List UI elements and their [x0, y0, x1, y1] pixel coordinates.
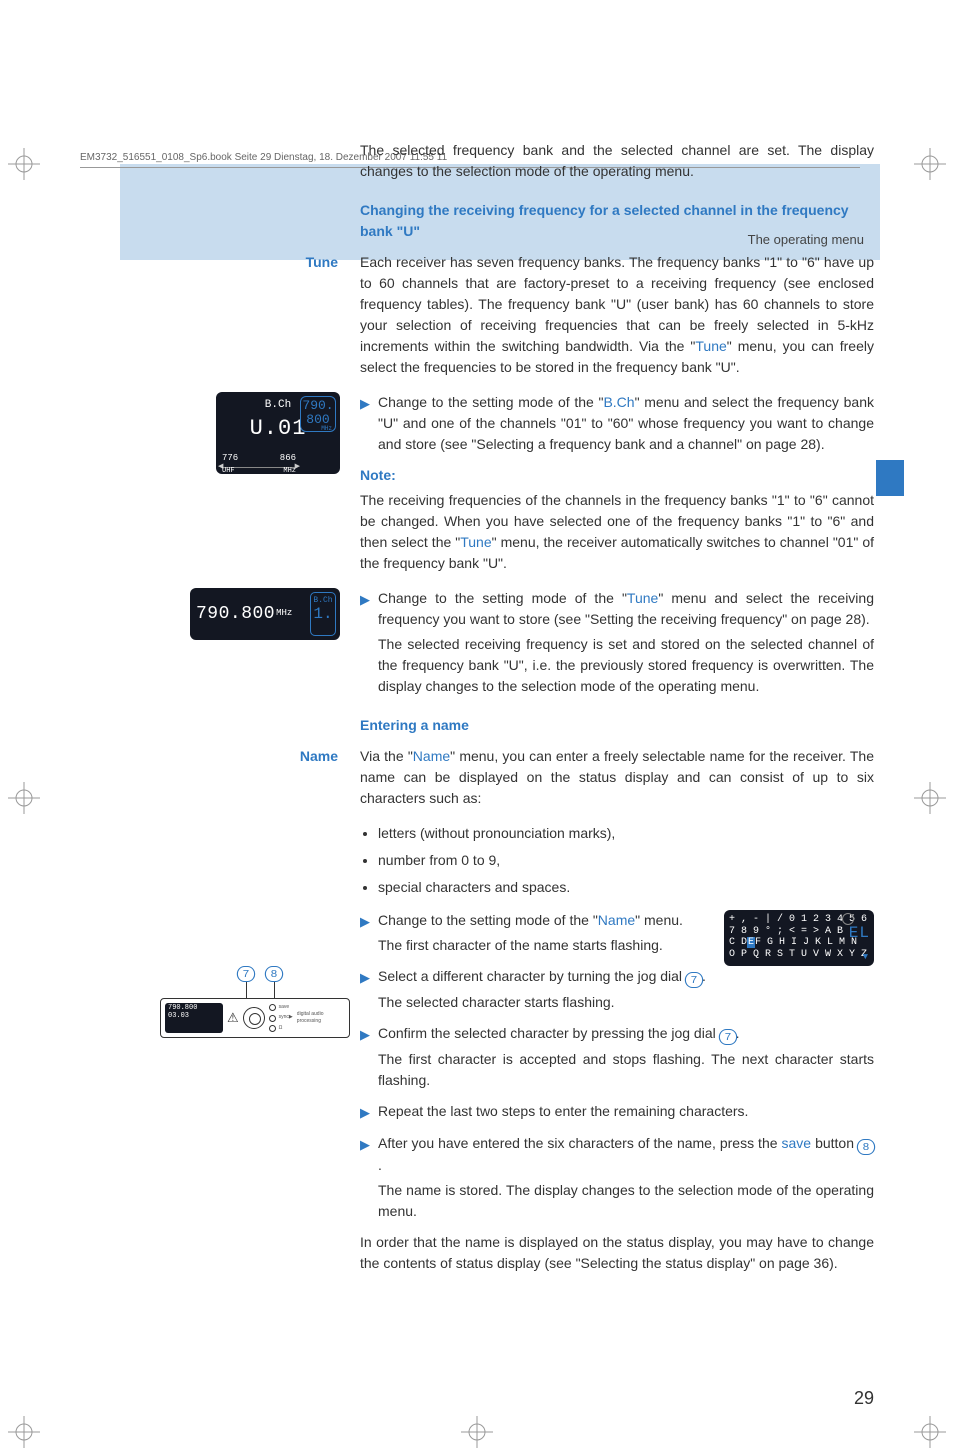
margin-label-name: Name: [50, 746, 350, 767]
step-name-mode: ▶ Change to the setting mode of the "Nam…: [360, 910, 716, 956]
name-para: Via the "Name" menu, you can enter a fre…: [360, 746, 874, 809]
step-confirm-char: ▶ Confirm the selected character by pres…: [360, 1023, 874, 1091]
note-body: The receiving frequencies of the channel…: [360, 490, 874, 574]
heading-changing: Changing the receiving frequency for a s…: [360, 200, 874, 242]
step-arrow-icon: ▶: [360, 968, 370, 1013]
tune-link: Tune: [695, 338, 726, 354]
content-grid: The selected frequency bank and the sele…: [50, 140, 904, 1288]
crop-mark-icon: [6, 780, 42, 816]
page-number: 29: [854, 1385, 874, 1412]
crop-mark-icon: [6, 1414, 42, 1450]
crop-mark-icon: [912, 780, 948, 816]
device-figure: 7 8 790.800 03.03 ⚠ save sync▶ Ω digi: [160, 966, 350, 1046]
tune-para: Each receiver has seven frequency banks.…: [360, 252, 874, 378]
step-save: ▶ After you have entered the six charact…: [360, 1133, 874, 1222]
heading-name: Entering a name: [360, 715, 874, 736]
callout-8: 8: [265, 966, 283, 982]
margin-label-tune: Tune: [50, 252, 350, 273]
page: EM3732_516551_0108_Sp6.book Seite 29 Die…: [0, 140, 954, 1456]
crop-mark-icon: [912, 146, 948, 182]
name-char-grid-figure: + , - | / 0 1 2 3 4 5 6 7 8 9 ° ; < = > …: [724, 910, 874, 966]
down-triangle-icon: ▼: [863, 952, 868, 962]
crop-mark-icon: [6, 146, 42, 182]
step-bch: ▶ Change to the setting mode of the "B.C…: [360, 392, 874, 455]
step-arrow-icon: ▶: [360, 590, 370, 697]
step-arrow-icon: ▶: [360, 912, 370, 956]
char-list: letters (without pronounciation marks), …: [378, 823, 874, 898]
crop-mark-icon: [459, 1414, 495, 1450]
step-arrow-icon: ▶: [360, 1135, 370, 1222]
step-tune: ▶ Change to the setting mode of the "Tun…: [360, 588, 874, 697]
lcd-bch-figure: B.Ch U.01 790. 800 MHz 776866 UHF MHz: [216, 392, 340, 474]
step-arrow-icon: ▶: [360, 1103, 370, 1123]
crop-mark-icon: [912, 1414, 948, 1450]
lcd-freq-figure: 790.800MHz B.Ch 1.: [190, 588, 340, 640]
jog-dial-icon: [243, 1007, 265, 1029]
warning-icon: ⚠: [227, 1008, 239, 1028]
step-repeat: ▶ Repeat the last two steps to enter the…: [360, 1101, 874, 1123]
note-label: Note:: [360, 465, 874, 486]
callout-7: 7: [237, 966, 255, 982]
step-select-char: ▶ Select a different character by turnin…: [360, 966, 874, 1013]
step-arrow-icon: ▶: [360, 394, 370, 455]
intro-para: The selected frequency bank and the sele…: [360, 140, 874, 182]
bch-link: B.Ch: [603, 394, 634, 410]
step-arrow-icon: ▶: [360, 1025, 370, 1091]
closing-para: In order that the name is displayed on t…: [360, 1232, 874, 1274]
